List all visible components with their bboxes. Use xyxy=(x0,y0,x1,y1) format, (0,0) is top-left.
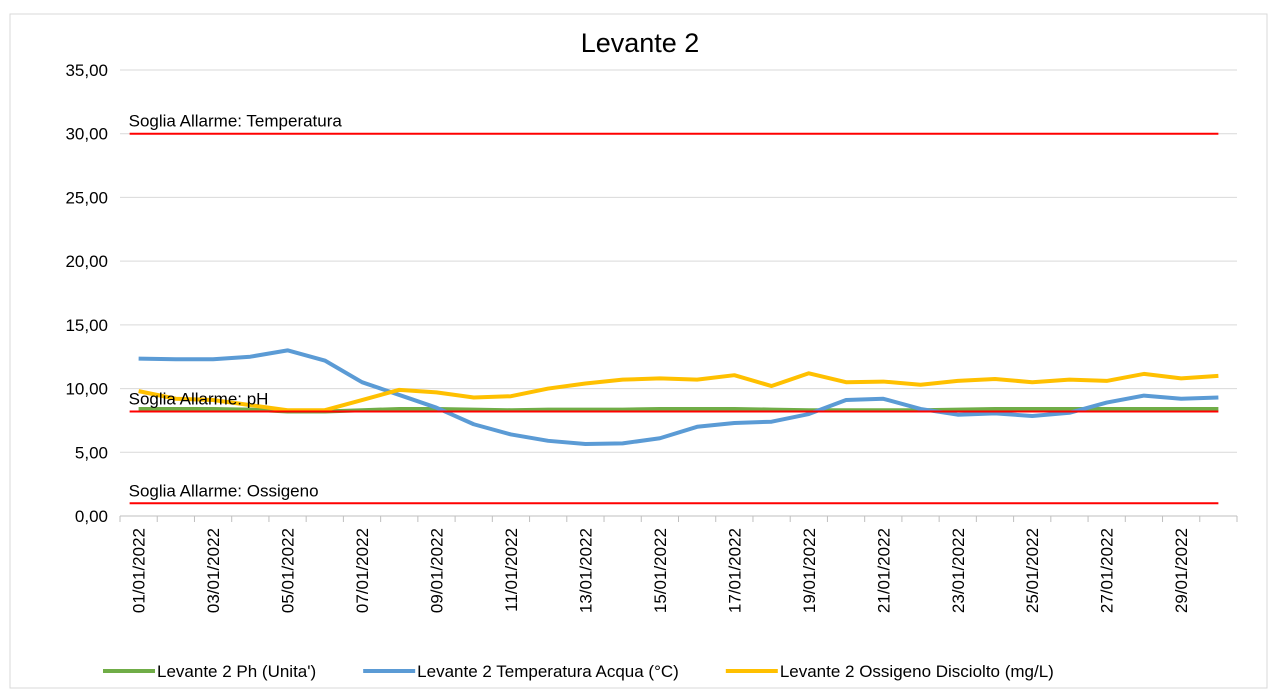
x-tick-label: 13/01/2022 xyxy=(576,528,595,613)
x-tick-label: 15/01/2022 xyxy=(651,528,670,613)
x-tick-label: 01/01/2022 xyxy=(130,528,149,613)
y-tick-label: 35,00 xyxy=(65,61,108,80)
y-tick-label: 30,00 xyxy=(65,125,108,144)
x-tick-label: 03/01/2022 xyxy=(204,528,223,613)
y-tick-label: 0,00 xyxy=(75,507,108,526)
chart-frame xyxy=(9,13,1268,689)
x-tick-label: 21/01/2022 xyxy=(874,528,893,613)
x-tick-label: 19/01/2022 xyxy=(800,528,819,613)
x-tick-label: 17/01/2022 xyxy=(725,528,744,613)
x-tick-label: 25/01/2022 xyxy=(1023,528,1042,613)
x-tick-label: 09/01/2022 xyxy=(427,528,446,613)
threshold-label: Soglia Allarme: Ossigeno xyxy=(129,481,319,500)
x-tick-label: 05/01/2022 xyxy=(279,528,298,613)
data-line xyxy=(138,348,1219,447)
x-tick-label: 23/01/2022 xyxy=(949,528,968,613)
y-tick-label: 5,00 xyxy=(75,443,108,462)
data-line xyxy=(138,371,1219,413)
y-tick-label: 15,00 xyxy=(65,316,108,335)
threshold-label: Soglia Allarme: pH xyxy=(129,390,269,409)
y-tick-label: 10,00 xyxy=(65,380,108,399)
threshold-label: Soglia Allarme: Temperatura xyxy=(129,112,343,131)
legend-label: Levante 2 Temperatura Acqua (°C) xyxy=(417,662,679,681)
x-tick-label: 29/01/2022 xyxy=(1172,528,1191,613)
y-tick-label: 25,00 xyxy=(65,188,108,207)
x-tick-label: 27/01/2022 xyxy=(1098,528,1117,613)
y-tick-label: 20,00 xyxy=(65,252,108,271)
legend-label: Levante 2 Ossigeno Disciolto (mg/L) xyxy=(780,662,1054,681)
x-tick-label: 11/01/2022 xyxy=(502,528,521,612)
x-tick-label: 07/01/2022 xyxy=(353,528,372,613)
legend-label: Levante 2 Ph (Unita') xyxy=(157,662,316,681)
chart-title: Levante 2 xyxy=(581,28,700,58)
